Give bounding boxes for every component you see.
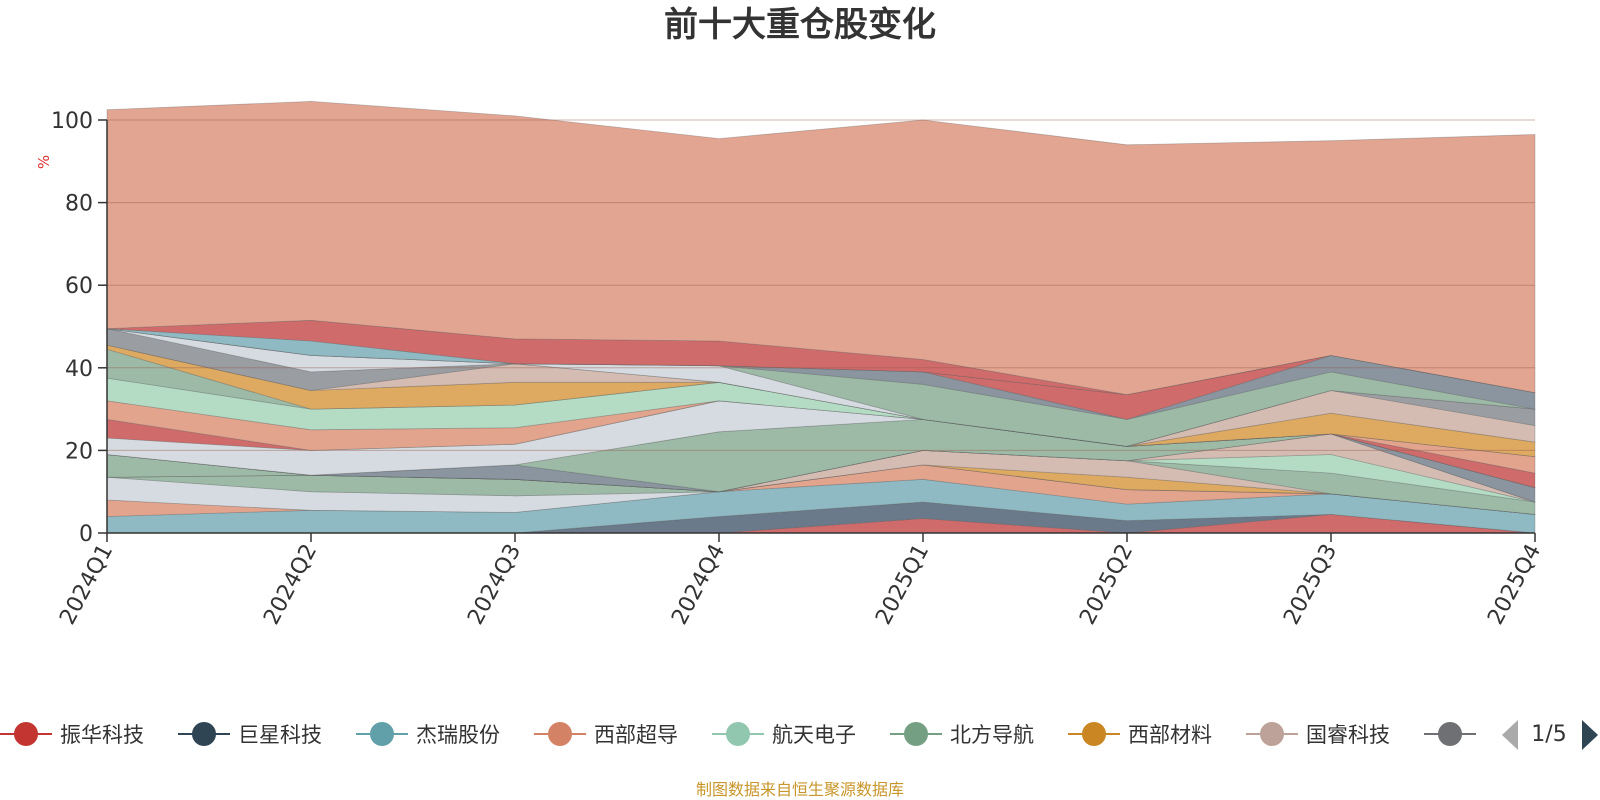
legend-item[interactable]: 国睿科技 — [1246, 722, 1390, 747]
legend: 振华科技 巨星科技 杰瑞股份 西部超导 航天电子 北方导航 西部材料 国睿科技 — [0, 722, 1476, 747]
legend-item[interactable]: 北方导航 — [890, 722, 1034, 747]
legend-marker — [14, 722, 38, 746]
y-axis-unit: % — [35, 155, 53, 169]
legend-item[interactable]: 西部超导 — [534, 722, 678, 747]
legend-item[interactable]: 西部材料 — [1068, 722, 1212, 747]
y-tick-label: 40 — [65, 357, 93, 382]
legend-item[interactable]: 巨星科技 — [178, 722, 322, 747]
legend-label: 国睿科技 — [1306, 723, 1390, 747]
chart-title: 前十大重仓股变化 — [664, 5, 936, 45]
legend-marker — [1438, 722, 1462, 746]
y-tick-label: 0 — [79, 522, 93, 547]
legend-label: 巨星科技 — [238, 723, 322, 747]
data-source-note: 制图数据来自恒生聚源数据库 — [696, 780, 904, 799]
triangle-right-icon[interactable] — [1582, 720, 1598, 750]
triangle-left-icon[interactable] — [1502, 720, 1518, 750]
legend-item[interactable]: 航天电子 — [712, 722, 856, 747]
x-tick-label: 2025Q3 — [1279, 540, 1342, 629]
plot-area — [106, 100, 1536, 534]
x-tick-label: 2025Q4 — [1483, 540, 1546, 629]
legend-label: 北方导航 — [950, 723, 1034, 747]
x-tick-label: 2024Q1 — [55, 540, 118, 629]
legend-pagination: 1/5 — [1502, 720, 1598, 750]
legend-marker — [904, 722, 928, 746]
y-tick-label: 60 — [65, 274, 93, 299]
x-tick-label: 2024Q2 — [259, 540, 322, 629]
x-tick-label: 2025Q2 — [1075, 540, 1138, 629]
grid-lines — [107, 119, 1535, 451]
legend-label: 航天电子 — [772, 723, 856, 747]
x-tick-label: 2025Q1 — [871, 540, 934, 629]
legend-marker — [192, 722, 216, 746]
legend-marker — [726, 722, 750, 746]
x-tick-label: 2024Q4 — [667, 540, 730, 629]
legend-marker — [548, 722, 572, 746]
y-tick-label: 20 — [65, 439, 93, 464]
legend-label: 西部材料 — [1128, 723, 1212, 747]
legend-marker — [1082, 722, 1106, 746]
y-tick-label: 80 — [65, 192, 93, 217]
legend-label: 西部超导 — [594, 723, 678, 747]
legend-marker — [370, 722, 394, 746]
legend-label: 振华科技 — [60, 723, 144, 747]
legend-label: 杰瑞股份 — [416, 723, 500, 747]
legend-item[interactable]: 振华科技 — [0, 722, 144, 747]
legend-page-indicator: 1/5 — [1531, 722, 1566, 747]
y-tick-label: 100 — [51, 109, 93, 134]
x-tick-label: 2024Q3 — [463, 540, 526, 629]
area-series-21 — [106, 328, 1536, 447]
area-series-28 — [106, 100, 1536, 396]
legend-item[interactable] — [1424, 722, 1476, 746]
legend-item[interactable]: 杰瑞股份 — [356, 722, 500, 747]
legend-marker — [1260, 722, 1284, 746]
